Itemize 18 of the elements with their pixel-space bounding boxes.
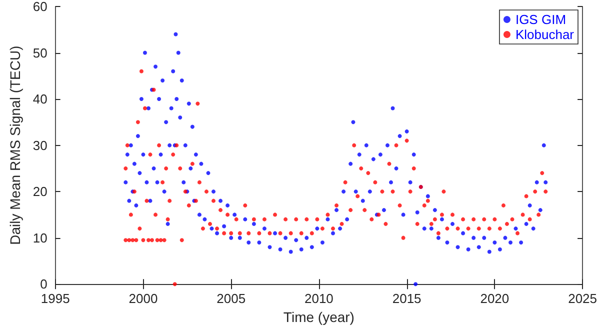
x-tick-label: 2020 bbox=[480, 291, 510, 306]
y-tick-label: 40 bbox=[32, 92, 48, 107]
y-tick-label: 20 bbox=[32, 184, 48, 200]
x-tick-label: 2010 bbox=[304, 291, 334, 306]
x-tick-label: 2005 bbox=[216, 291, 246, 306]
y-tick-label: 0 bbox=[40, 276, 48, 292]
y-tick-label: 50 bbox=[32, 45, 48, 60]
y-tick-label: 10 bbox=[32, 230, 48, 246]
x-tick-label: 2000 bbox=[128, 291, 158, 306]
legend-label: Klobuchar bbox=[515, 27, 575, 42]
legend-label: IGS GIM bbox=[515, 12, 566, 27]
y-tick-label: 60 bbox=[32, 0, 48, 14]
x-tick-label: 2015 bbox=[392, 291, 422, 306]
y-tick-label: 30 bbox=[32, 138, 48, 153]
x-tick-label: 2025 bbox=[568, 291, 597, 306]
x-axis-title: Time (year) bbox=[283, 309, 354, 325]
y-axis-title: Daily Mean RMS Signal (TECU) bbox=[7, 46, 23, 245]
x-tick-label: 1995 bbox=[40, 291, 70, 306]
